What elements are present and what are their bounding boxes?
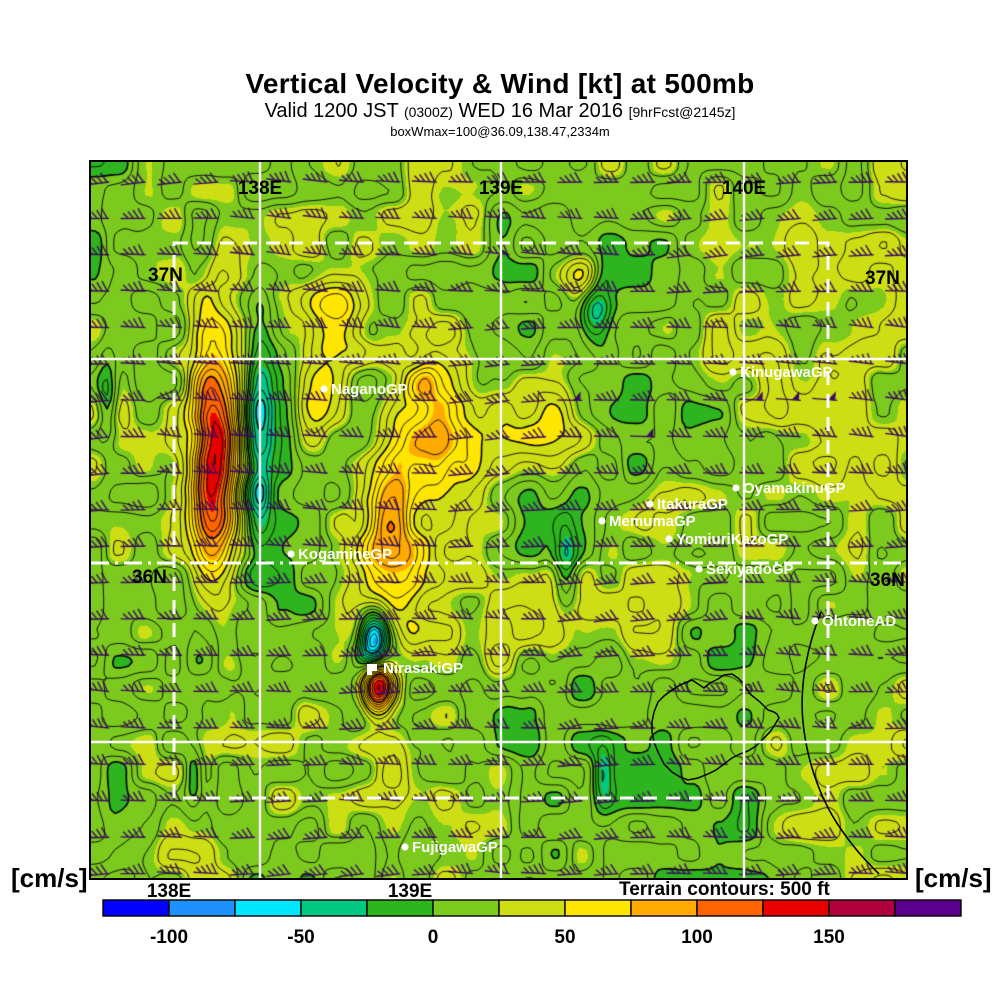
svg-text:FujigawaGP: FujigawaGP xyxy=(412,839,498,856)
svg-text:KinugawaGP: KinugawaGP xyxy=(740,364,833,381)
svg-text:-50: -50 xyxy=(287,927,314,948)
svg-text:140E: 140E xyxy=(722,178,766,199)
svg-text:0: 0 xyxy=(428,927,439,948)
svg-text:36N: 36N xyxy=(132,567,167,588)
svg-text:-100: -100 xyxy=(150,927,188,948)
svg-text:OyamakinuGP: OyamakinuGP xyxy=(743,480,846,497)
svg-text:37N: 37N xyxy=(148,265,183,286)
svg-text:150: 150 xyxy=(813,927,845,948)
svg-text:100: 100 xyxy=(681,927,713,948)
svg-text:NaganoGP: NaganoGP xyxy=(331,381,408,398)
svg-text:NirasakiGP: NirasakiGP xyxy=(383,660,463,677)
svg-text:50: 50 xyxy=(554,927,575,948)
svg-text:SekiyadoGP: SekiyadoGP xyxy=(706,561,794,578)
svg-text:MemumaGP: MemumaGP xyxy=(609,513,696,530)
svg-text:36N: 36N xyxy=(870,570,905,591)
svg-text:37N: 37N xyxy=(865,268,900,289)
svg-text:KogamineGP: KogamineGP xyxy=(298,546,392,563)
svg-text:138E: 138E xyxy=(238,178,282,199)
svg-text:139E: 139E xyxy=(479,178,523,199)
svg-text:OhtoneAD: OhtoneAD xyxy=(822,613,896,630)
svg-text:YomiuriKazoGP: YomiuriKazoGP xyxy=(676,531,788,548)
svg-text:ItakuraGP: ItakuraGP xyxy=(657,496,728,513)
